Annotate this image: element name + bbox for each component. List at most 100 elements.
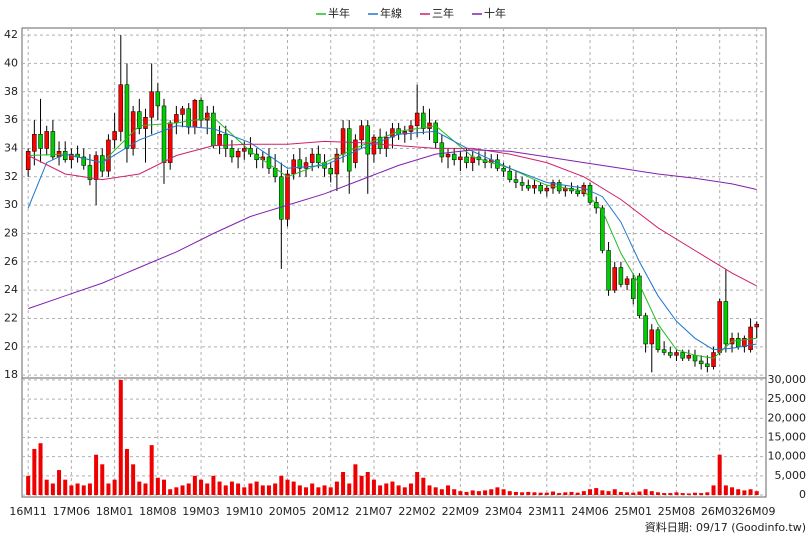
volume-bar (717, 454, 722, 495)
candle-body (93, 155, 99, 180)
volume-bar (464, 491, 469, 495)
price-panel (21, 27, 767, 379)
candle-body (600, 207, 605, 251)
volume-bar (655, 492, 660, 495)
volume-bar (223, 485, 228, 495)
candle-body (649, 329, 655, 345)
y2-tick-label: 25,000 (768, 392, 807, 405)
candle-body (180, 108, 185, 115)
y2-tick-label: 15,000 (768, 430, 807, 443)
y2-tick-label: 0 (799, 488, 806, 501)
volume-bar (297, 485, 302, 495)
candle-body (421, 112, 426, 129)
x-tick-label: 17M06 (53, 505, 91, 518)
candle-body (451, 153, 457, 161)
volume-bar (396, 485, 401, 495)
candle-body (698, 360, 704, 365)
ma-line (28, 149, 757, 310)
y-tick-label: 40 (4, 56, 18, 69)
candle-body (414, 112, 420, 127)
volume-bar (415, 471, 420, 495)
volume-bar (637, 491, 642, 495)
candle-body (285, 173, 290, 220)
candle-body (538, 185, 543, 192)
volume-bar (588, 489, 593, 495)
volume-bar (341, 471, 346, 495)
volume-bar (618, 491, 623, 495)
volume-bar (279, 475, 284, 495)
volume-bar (359, 475, 364, 495)
candle-body (223, 134, 229, 149)
volume-bar (94, 454, 99, 495)
candle-body (742, 338, 747, 348)
x-tick-label: 19M10 (226, 505, 264, 518)
x-tick-label: 20M12 (312, 505, 350, 518)
candle-body (62, 151, 68, 161)
candle-body (242, 148, 247, 152)
volume-bar (217, 481, 222, 495)
candle-body (217, 134, 222, 146)
volume-bar (705, 492, 710, 495)
volume-bar (162, 479, 167, 495)
volume-bar (489, 489, 494, 495)
candle-body (692, 355, 698, 362)
volume-bar (260, 485, 265, 495)
volume-bar (563, 492, 568, 495)
volume-bar (730, 487, 735, 495)
volume-bar (137, 481, 142, 495)
volume-bar (229, 481, 234, 495)
candle-body (118, 84, 124, 132)
candle-body (550, 182, 556, 189)
ma-line (27, 125, 757, 351)
volume-bar (402, 487, 407, 495)
candle-body (365, 125, 371, 155)
volume-bar (44, 479, 49, 495)
volume-bar (631, 492, 636, 495)
volume-bar (625, 492, 630, 495)
volume-bar (408, 483, 413, 495)
candle-body (124, 84, 130, 149)
candle-body (174, 114, 179, 124)
volume-bar (304, 487, 309, 495)
volume-bar (643, 489, 648, 495)
volume-bar (606, 491, 611, 495)
candle-body (717, 301, 722, 353)
candle-body (705, 363, 710, 367)
y-tick-label: 18 (4, 368, 18, 381)
y-tick-label: 42 (4, 28, 18, 41)
x-tick-label: 26M09 (738, 505, 776, 518)
candle-body (655, 329, 661, 350)
candle-body (612, 267, 617, 291)
candle-body (186, 108, 191, 128)
volume-bar (520, 492, 525, 495)
candle-body (161, 105, 167, 163)
candle-body (309, 153, 315, 163)
volume-bar (118, 379, 123, 495)
volume-bar (32, 448, 37, 495)
footnote: 資料日期: 09/17 (Goodinfo.tw) (645, 520, 806, 534)
volume-bar (328, 487, 333, 495)
x-tick-label: 24M06 (571, 505, 609, 518)
candle-body (50, 131, 56, 158)
candle-body (155, 91, 161, 107)
volume-bar (557, 493, 562, 495)
candle-body (748, 326, 753, 350)
candle-body (377, 136, 383, 149)
volume-bar (378, 485, 383, 495)
volume-bar (736, 489, 741, 495)
volume-bar (236, 483, 241, 495)
volume-bar (291, 481, 296, 495)
volume-bar (124, 448, 129, 495)
y-tick-label: 28 (4, 226, 18, 239)
y-tick-label: 32 (4, 170, 18, 183)
volume-bar (69, 485, 74, 495)
candle-body (408, 125, 414, 132)
volume-bar (285, 479, 290, 495)
volume-bar (75, 483, 80, 495)
y-tick-label: 34 (4, 141, 18, 154)
legend-label: 三年 (432, 6, 454, 20)
volume-bar (674, 492, 679, 495)
legend-label: 年線 (380, 6, 402, 20)
x-tick-label: 20M05 (269, 505, 307, 518)
